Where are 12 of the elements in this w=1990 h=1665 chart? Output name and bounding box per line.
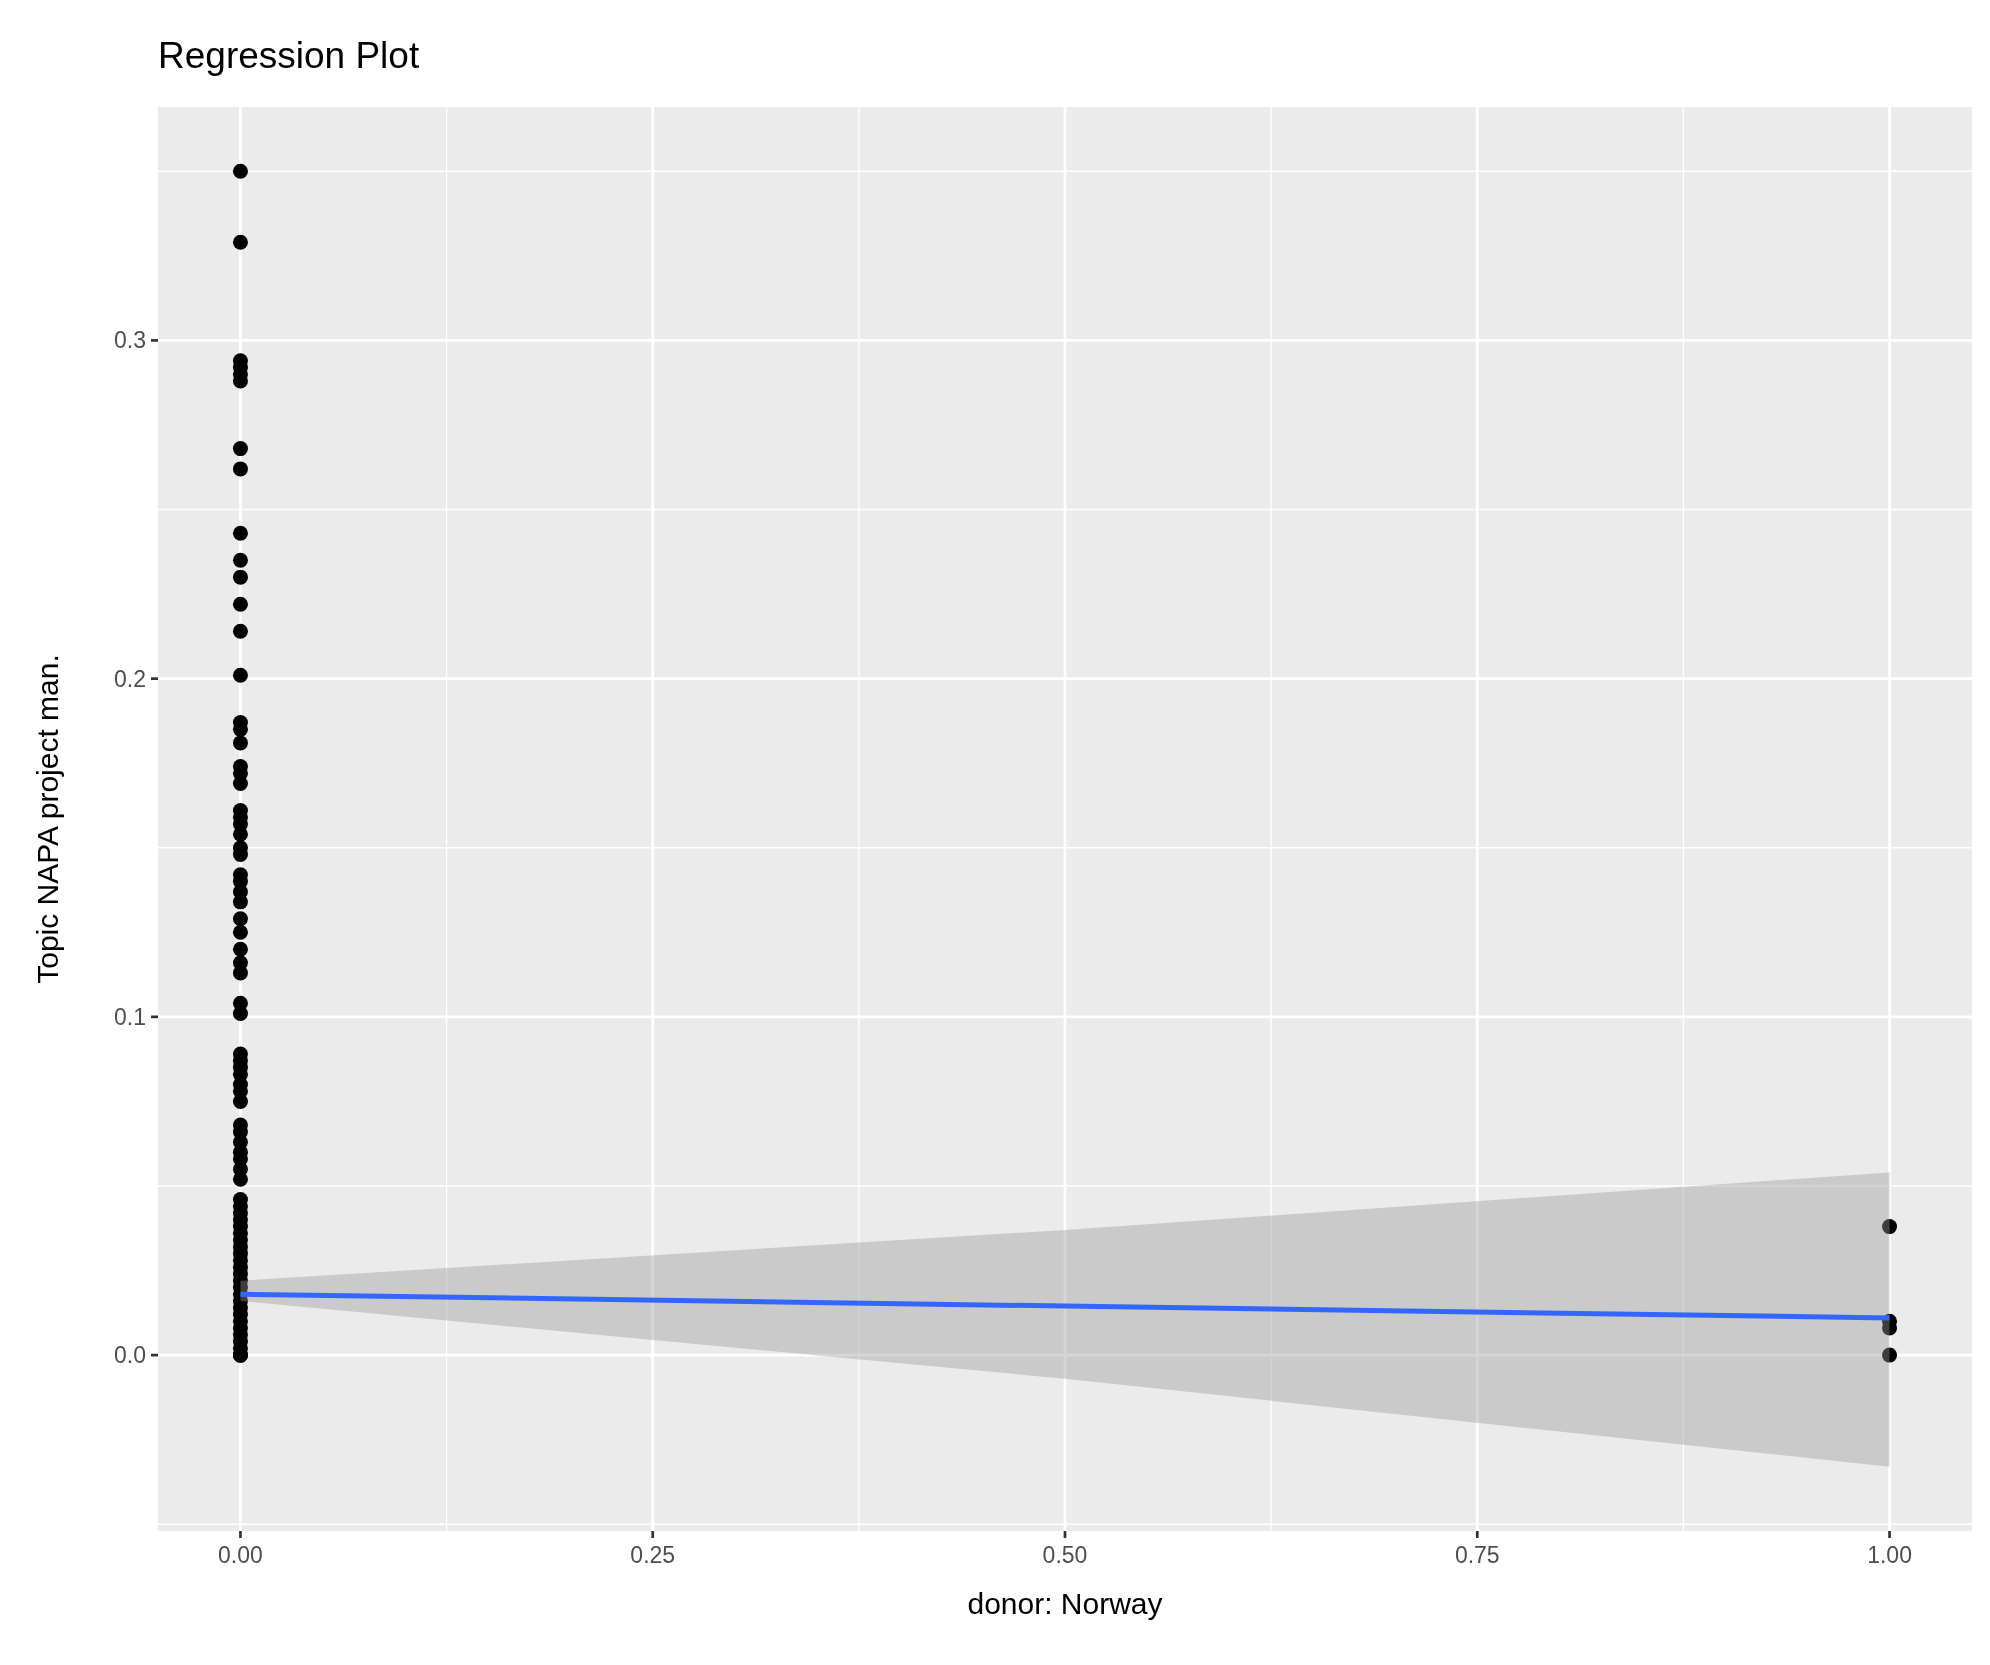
y-tick-label: 0.2 — [114, 665, 146, 692]
x-tick-label: 0.75 — [1454, 1542, 1500, 1568]
x-tick-label: 1.00 — [1867, 1542, 1912, 1568]
x-tick-label: 0.50 — [1042, 1542, 1088, 1568]
y-axis-title: Topic NAPA project man. — [31, 654, 64, 984]
x-axis-title: donor: Norway — [967, 1587, 1163, 1620]
chart-title: Regression Plot — [158, 35, 420, 76]
y-tick-label: 0.1 — [114, 1003, 146, 1030]
y-tick-label: 0.0 — [114, 1342, 146, 1369]
x-tick-label: 0.00 — [218, 1542, 263, 1568]
x-tick-label: 0.25 — [630, 1542, 676, 1568]
y-tick-label: 0.3 — [114, 327, 146, 354]
